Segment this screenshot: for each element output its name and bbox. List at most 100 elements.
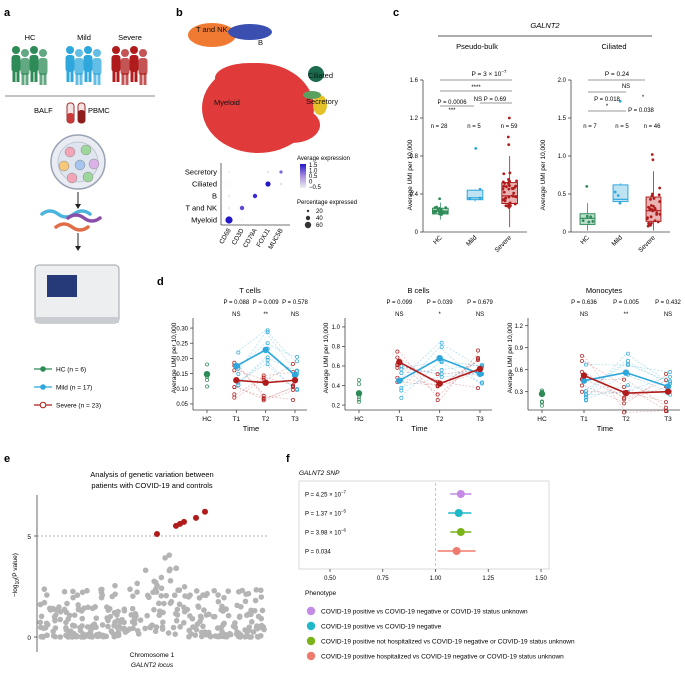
phenotype-swatch <box>306 636 316 646</box>
c-xtick-label: HC <box>432 234 444 246</box>
d-severe-mean-point <box>622 389 630 397</box>
d-patient-point-mild <box>439 340 444 345</box>
d-patient-line-mild <box>236 342 296 369</box>
pct-legend-value: 40 <box>316 216 323 222</box>
d-xtick-label: T2 <box>622 416 630 423</box>
person-head-icon <box>130 46 138 54</box>
manhattan-point <box>44 621 51 628</box>
d-xlabel: Time <box>597 424 613 433</box>
manhattan-sig-point <box>154 530 160 537</box>
person-leg-icon <box>143 73 147 85</box>
box-point <box>511 194 514 198</box>
pbmc-tube-fill <box>78 110 85 123</box>
c-right-star2: * <box>642 95 645 101</box>
d-patient-point-severe <box>232 385 237 389</box>
manhattan-point <box>221 594 227 601</box>
manhattan-point <box>85 604 91 611</box>
d-mild-mean-point <box>233 362 240 370</box>
d-patient-point-mild <box>265 362 270 366</box>
d-patient-line-mild <box>583 364 669 373</box>
person-leg-icon <box>112 70 116 82</box>
e-title-line1: Analysis of genetic variation between <box>90 470 213 479</box>
person-leg-icon <box>25 73 29 85</box>
d-patient-point-mild <box>480 381 484 386</box>
manhattan-point <box>112 591 118 597</box>
box-point <box>441 210 445 214</box>
d-severe-mean-point <box>580 372 588 379</box>
manhattan-point <box>89 634 95 640</box>
box-point <box>508 171 512 175</box>
box-point <box>507 187 511 191</box>
manhattan-point <box>250 629 257 635</box>
manhattan-point <box>37 601 44 608</box>
c-xtick-label: Severe <box>637 234 657 254</box>
manhattan-point <box>172 631 178 637</box>
manhattan-point <box>225 588 232 594</box>
f-row-p-exp: −5 <box>341 509 347 514</box>
gene-title: GALNT2 <box>530 21 560 30</box>
d-patient-line-severe <box>236 363 296 381</box>
avg-expr-colorbar <box>300 164 306 188</box>
box-point <box>581 219 585 223</box>
manhattan-point <box>119 619 125 625</box>
expression-dot <box>225 216 233 224</box>
d-patient-point-mild <box>584 362 588 367</box>
person-leg-icon <box>97 73 101 85</box>
person-body-icon <box>111 55 121 72</box>
people-icons <box>11 46 148 85</box>
forest-plot: 0.50 0.75 1.00 1.25 1.50 P = 4.25 × 10−7 P = 1… <box>305 483 547 582</box>
d-patient-line-mild <box>236 329 296 362</box>
box-point <box>646 224 650 228</box>
manhattan-point <box>134 589 140 595</box>
d-hc-point <box>540 399 544 404</box>
manhattan-point <box>127 586 133 593</box>
box-outlier <box>585 185 589 188</box>
box-point <box>651 209 655 212</box>
d-patient-point-severe <box>232 392 237 397</box>
box-point <box>653 206 657 210</box>
dot-plot: Secretory Ciliated B T and NK Myeloid CD68CD… <box>185 156 357 251</box>
manhattan-point <box>258 587 264 594</box>
c-right-n-hc: n = 7 <box>583 124 597 130</box>
person-leg-icon <box>43 73 47 85</box>
box-point <box>591 220 595 223</box>
box-point <box>438 210 441 213</box>
manhattan-sig-point <box>181 518 187 525</box>
manhattan-point <box>77 624 83 631</box>
person-body-icon <box>74 58 84 75</box>
f-row-p-text: P = 3.98 × 10 <box>305 531 342 537</box>
manhattan-point <box>225 612 232 619</box>
avg-expr-title: Average expression <box>297 156 350 162</box>
manhattan-point <box>193 626 200 633</box>
phenotype-swatch <box>306 606 316 616</box>
manhattan-point <box>70 588 76 595</box>
legend-mild-marker <box>40 384 46 390</box>
avg-expr-ticks: 1.51.00.50−0.5 <box>309 163 322 191</box>
d-patient-point-severe <box>622 385 626 389</box>
manhattan-point <box>203 612 210 618</box>
expression-dot <box>228 207 230 209</box>
pct-legend-value: 60 <box>316 223 323 229</box>
d-patient-point-mild <box>626 351 630 356</box>
d-mild-mean-point <box>580 377 588 384</box>
c-right-p-mild-severe: P = 0.038 <box>628 108 654 114</box>
legend-severe: Severe (n = 23) <box>56 403 101 410</box>
manhattan-point <box>112 582 118 589</box>
manhattan-point <box>41 586 48 592</box>
c-ytick-label: 2.0 <box>558 78 567 84</box>
manhattan-point <box>79 615 86 622</box>
manhattan-point <box>257 624 263 631</box>
d-patient-point-severe <box>395 349 400 354</box>
box-point <box>502 184 506 188</box>
d-ytick-label: 0.4 <box>332 384 341 390</box>
e-ytick-0: 0 <box>27 635 31 642</box>
d-patient-point-mild <box>265 328 270 333</box>
c-ytick-label: 1.2 <box>410 116 419 122</box>
d-mild-mean-point <box>622 369 630 376</box>
manhattan-point <box>38 613 45 620</box>
d-ytick-label: 1.2 <box>515 324 524 330</box>
manhattan-point <box>181 608 188 615</box>
manhattan-point <box>61 588 68 595</box>
person-body-icon <box>65 55 75 72</box>
